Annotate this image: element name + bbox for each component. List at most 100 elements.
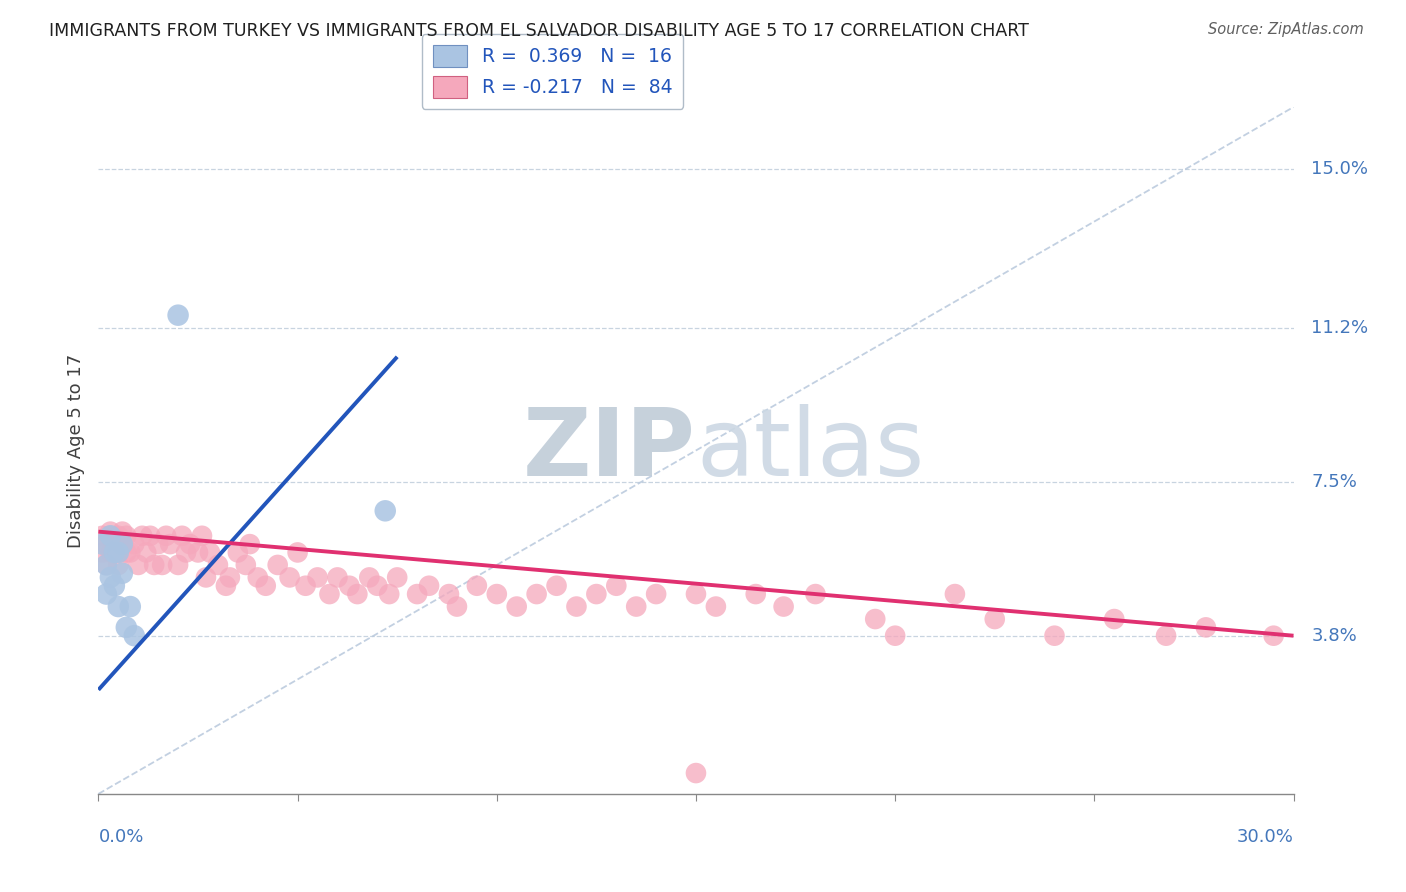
Point xyxy=(1263,629,1285,643)
Point xyxy=(107,529,129,543)
Point xyxy=(148,537,170,551)
Point xyxy=(378,587,401,601)
Point xyxy=(187,545,209,559)
Point xyxy=(120,545,142,559)
Point xyxy=(346,587,368,601)
Point xyxy=(98,570,122,584)
Point xyxy=(98,524,122,539)
Point xyxy=(91,537,114,551)
Point xyxy=(198,545,221,559)
Text: 0.0%: 0.0% xyxy=(98,828,143,847)
Point xyxy=(254,579,277,593)
Point xyxy=(107,545,129,559)
Point xyxy=(526,587,548,601)
Point xyxy=(339,579,361,593)
Point xyxy=(235,558,257,572)
Point xyxy=(111,537,134,551)
Point xyxy=(167,308,190,322)
Point xyxy=(167,558,190,572)
Point xyxy=(96,558,118,572)
Point xyxy=(120,599,142,614)
Point xyxy=(437,587,460,601)
Point xyxy=(195,570,218,584)
Point xyxy=(115,545,138,559)
Point xyxy=(294,579,316,593)
Point xyxy=(131,529,153,543)
Point xyxy=(1043,629,1066,643)
Point xyxy=(107,545,129,559)
Point xyxy=(645,587,668,601)
Point xyxy=(179,537,201,551)
Point xyxy=(1154,629,1177,643)
Point xyxy=(446,599,468,614)
Point xyxy=(943,587,966,601)
Point xyxy=(96,537,118,551)
Text: 15.0%: 15.0% xyxy=(1312,161,1368,178)
Point xyxy=(107,558,129,572)
Point xyxy=(135,545,157,559)
Point xyxy=(318,587,340,601)
Text: 11.2%: 11.2% xyxy=(1312,318,1368,336)
Point xyxy=(278,570,301,584)
Point xyxy=(385,570,409,584)
Text: 3.8%: 3.8% xyxy=(1312,627,1357,645)
Point xyxy=(124,537,146,551)
Point xyxy=(207,558,229,572)
Point xyxy=(246,570,269,584)
Point xyxy=(565,599,588,614)
Point xyxy=(865,612,887,626)
Point xyxy=(107,599,129,614)
Text: ZIP: ZIP xyxy=(523,404,696,497)
Point xyxy=(191,529,214,543)
Point xyxy=(172,529,194,543)
Point xyxy=(226,545,249,559)
Point xyxy=(91,545,114,559)
Point xyxy=(98,529,122,543)
Point xyxy=(127,558,149,572)
Point xyxy=(139,529,162,543)
Point xyxy=(418,579,440,593)
Point xyxy=(103,545,125,559)
Text: atlas: atlas xyxy=(696,404,924,497)
Point xyxy=(804,587,827,601)
Point xyxy=(174,545,197,559)
Point xyxy=(267,558,290,572)
Point xyxy=(215,579,238,593)
Point xyxy=(98,529,122,543)
Point xyxy=(111,566,134,581)
Point xyxy=(155,529,177,543)
Point xyxy=(111,537,134,551)
Point xyxy=(98,545,122,559)
Point xyxy=(111,524,134,539)
Point xyxy=(307,570,329,584)
Point xyxy=(103,579,125,593)
Text: IMMIGRANTS FROM TURKEY VS IMMIGRANTS FROM EL SALVADOR DISABILITY AGE 5 TO 17 COR: IMMIGRANTS FROM TURKEY VS IMMIGRANTS FRO… xyxy=(49,22,1029,40)
Point xyxy=(143,558,166,572)
Point xyxy=(406,587,429,601)
Point xyxy=(605,579,627,593)
Point xyxy=(704,599,727,614)
Point xyxy=(219,570,242,584)
Point xyxy=(115,620,138,634)
Point xyxy=(103,537,125,551)
Text: Source: ZipAtlas.com: Source: ZipAtlas.com xyxy=(1208,22,1364,37)
Y-axis label: Disability Age 5 to 17: Disability Age 5 to 17 xyxy=(66,353,84,548)
Point xyxy=(159,537,181,551)
Point xyxy=(772,599,794,614)
Point xyxy=(745,587,768,601)
Point xyxy=(884,629,907,643)
Point xyxy=(506,599,529,614)
Point xyxy=(91,529,114,543)
Point xyxy=(287,545,309,559)
Point xyxy=(103,545,125,559)
Point xyxy=(124,629,146,643)
Point xyxy=(984,612,1007,626)
Point xyxy=(374,504,396,518)
Point xyxy=(115,529,138,543)
Point xyxy=(485,587,508,601)
Point xyxy=(326,570,349,584)
Legend: R =  0.369   N =  16, R = -0.217   N =  84: R = 0.369 N = 16, R = -0.217 N = 84 xyxy=(422,34,683,109)
Point xyxy=(465,579,488,593)
Text: 7.5%: 7.5% xyxy=(1312,473,1357,491)
Point xyxy=(366,579,388,593)
